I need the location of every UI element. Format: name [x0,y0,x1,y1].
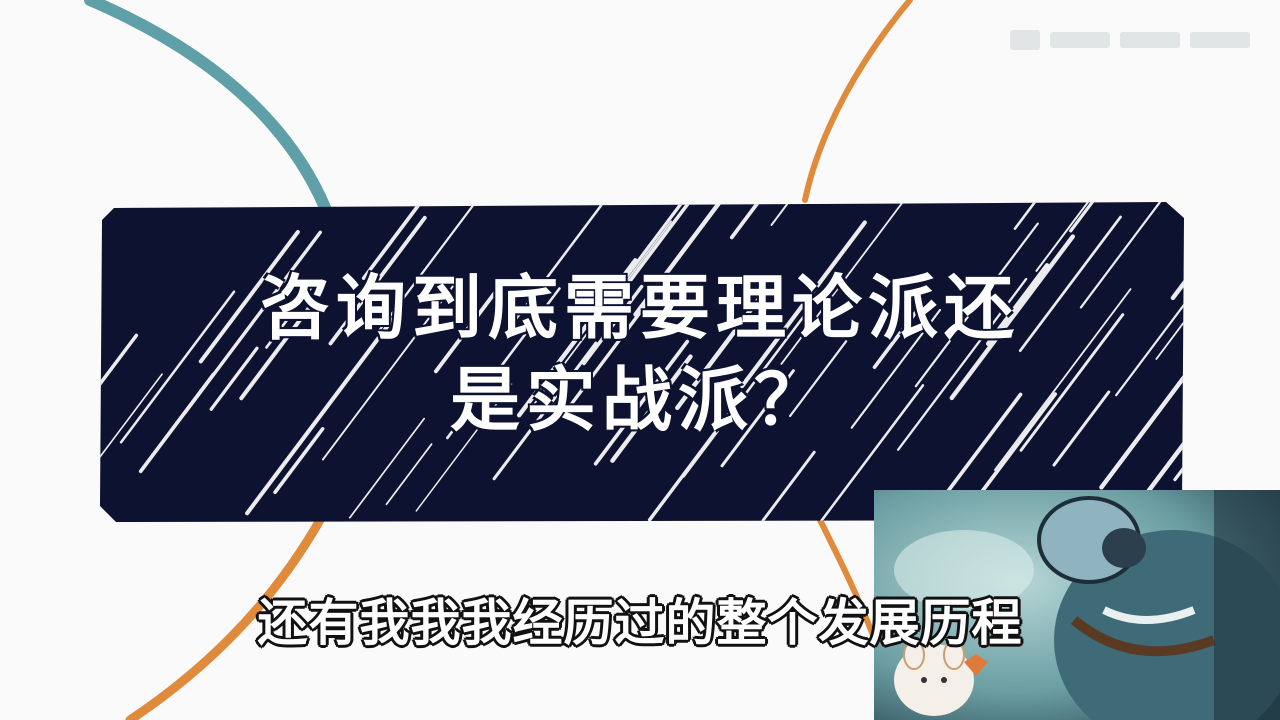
chalk-stripe [328,215,427,346]
title-card-background [100,202,1184,522]
cartoon-character-icon [874,490,1280,720]
chalk-stripe [985,263,1050,346]
chalk-stripe [1099,364,1184,490]
chalk-stripe [949,234,1075,401]
orange-arc-top [802,0,913,203]
chalk-stripe [492,341,598,481]
teal-arc [84,0,336,226]
chalk-stripe [511,202,607,325]
chalk-stripe [770,202,834,226]
chalk-stripe [245,312,399,516]
chalk-stripe [820,384,925,522]
chalk-stripe [446,287,561,440]
chalk-stripe [582,284,644,366]
chalk-stripe [593,339,690,466]
chalk-stripe [265,282,316,349]
chalk-stripe [761,450,816,522]
chalk-stripe [100,333,139,454]
chalk-stripe [415,383,513,512]
chalk-stripe [532,220,673,406]
chalk-stripe [385,443,433,506]
chalk-stripe [239,298,317,401]
chalk-stripe [516,258,638,418]
picture-in-picture-video [874,490,1280,720]
chalk-stripe [1115,266,1184,397]
slide-title-line-1: 咨询到底需要理论派还 [260,267,1020,349]
chalk-stripe [209,346,259,411]
chalk-stripe [968,392,1058,509]
chalk-stripe [780,202,922,365]
chalk-stripe [562,276,668,416]
chalk-stripe [451,202,517,206]
chalk-stripe [1019,313,1125,452]
chalk-stripe [1079,202,1164,309]
chalk-stripe [993,288,1132,471]
chalk-stripe [361,202,452,281]
orange-arc-left [125,515,325,720]
chalk-stripe [183,230,322,415]
chalk-stripe [914,222,1039,388]
chalk-stripe [872,300,925,370]
chalk-stripe [633,202,729,317]
chalk-stripe [608,202,701,310]
chalk-stripe [1018,215,1122,353]
slide-title: 咨询到底需要理论派还 是实战派？ [0,262,1280,446]
title-card [96,194,1188,524]
chalk-stripe [729,202,848,240]
chalk-stripe [897,277,1028,451]
chalk-stripe [1155,297,1184,360]
chalk-stripe [850,308,942,429]
slide-title-line-2: 是实战派？ [450,359,830,441]
subtitle-caption: 还有我我我经历过的整个发展历程 [257,594,1023,652]
chalk-stripe [348,417,425,519]
chalk-stripe [675,293,764,411]
chalk-stripe [682,299,817,478]
chalk-stripe [433,277,508,374]
chalk-stripe [720,369,795,468]
chalk-stripe [100,373,163,498]
chalk-stripe [740,220,867,389]
chalk-stripe [321,282,457,461]
chalk-stripe [610,354,693,463]
watermark-logo [1010,30,1250,50]
chalk-stripe [1052,390,1111,467]
chalk-stripe [788,340,848,418]
chalk-stripe [620,202,702,284]
chalk-stripe [1069,202,1153,233]
chalk-stripe [198,229,300,364]
chalk-stripe [1035,202,1120,272]
chalk-stripe [119,290,236,444]
chalk-stripe [273,427,325,495]
